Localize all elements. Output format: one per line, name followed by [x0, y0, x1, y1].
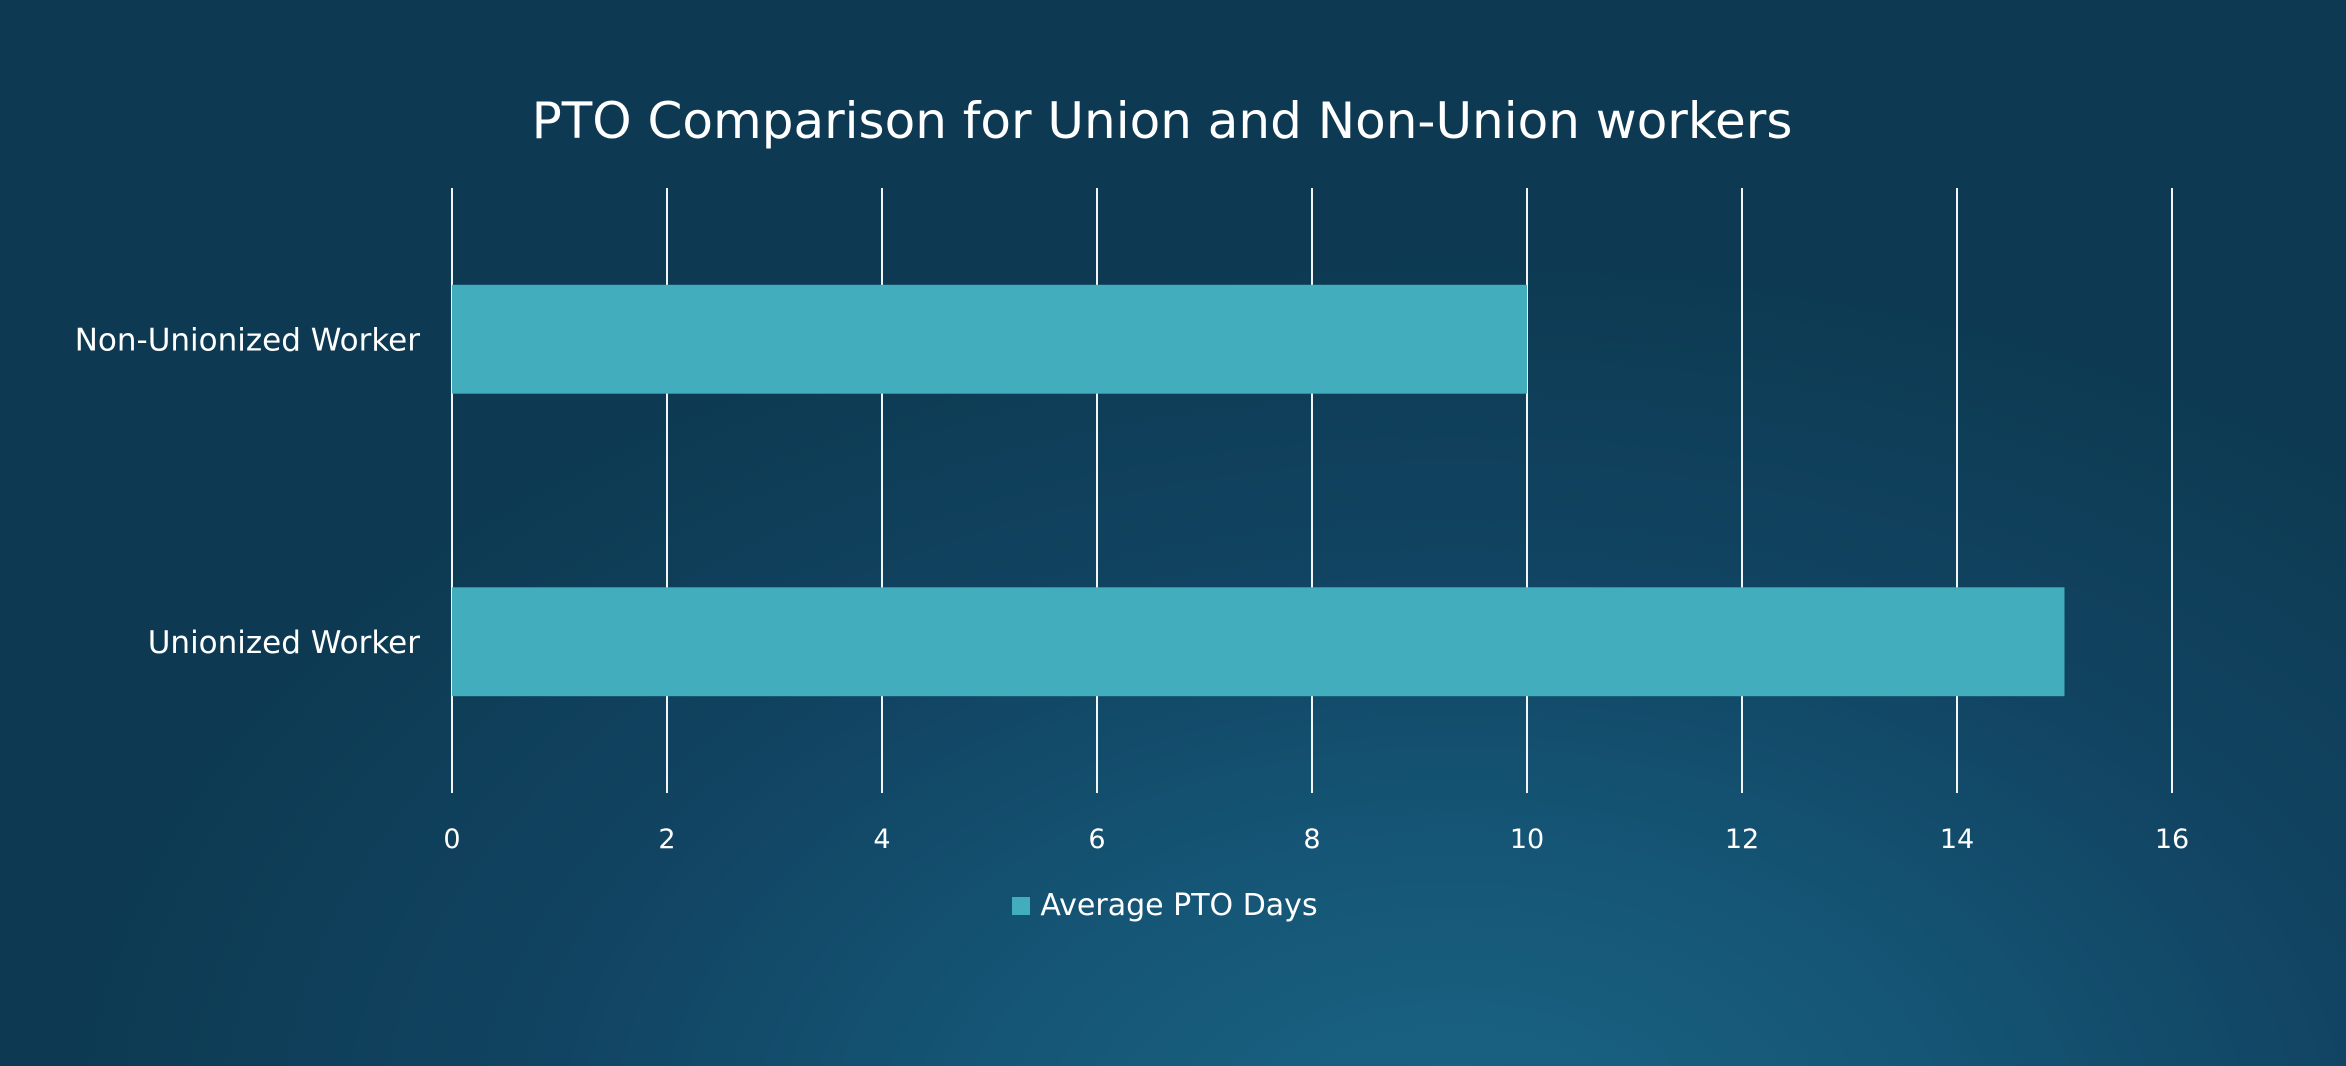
bar: [452, 587, 2065, 697]
x-tick-label: 12: [1725, 824, 1759, 855]
bar: [452, 284, 1527, 394]
legend: Average PTO Days: [0, 886, 2330, 926]
x-tick-label: 6: [1088, 824, 1105, 855]
category-label: Unionized Worker: [148, 625, 421, 661]
x-tick-label: 0: [443, 824, 460, 855]
category-labels: Non-Unionized Worker Unionized Worker: [75, 322, 421, 661]
x-tick-label: 8: [1303, 824, 1320, 855]
legend-label: Average PTO Days: [1040, 888, 1318, 923]
x-tick-label: 4: [873, 824, 890, 855]
x-tick-label: 14: [1940, 824, 1974, 855]
gridlines: [451, 188, 2173, 793]
legend-swatch: [1012, 897, 1031, 915]
bars: [452, 284, 2065, 697]
x-axis-tick-labels: 0 2 4 6 8 10 12 14 16: [443, 824, 2189, 855]
x-tick-label: 16: [2155, 824, 2189, 855]
chart-title: PTO Comparison for Union and Non-Union w…: [531, 92, 1793, 150]
x-tick-label: 10: [1510, 824, 1544, 855]
category-label: Non-Unionized Worker: [75, 322, 421, 358]
x-tick-label: 2: [658, 824, 675, 855]
